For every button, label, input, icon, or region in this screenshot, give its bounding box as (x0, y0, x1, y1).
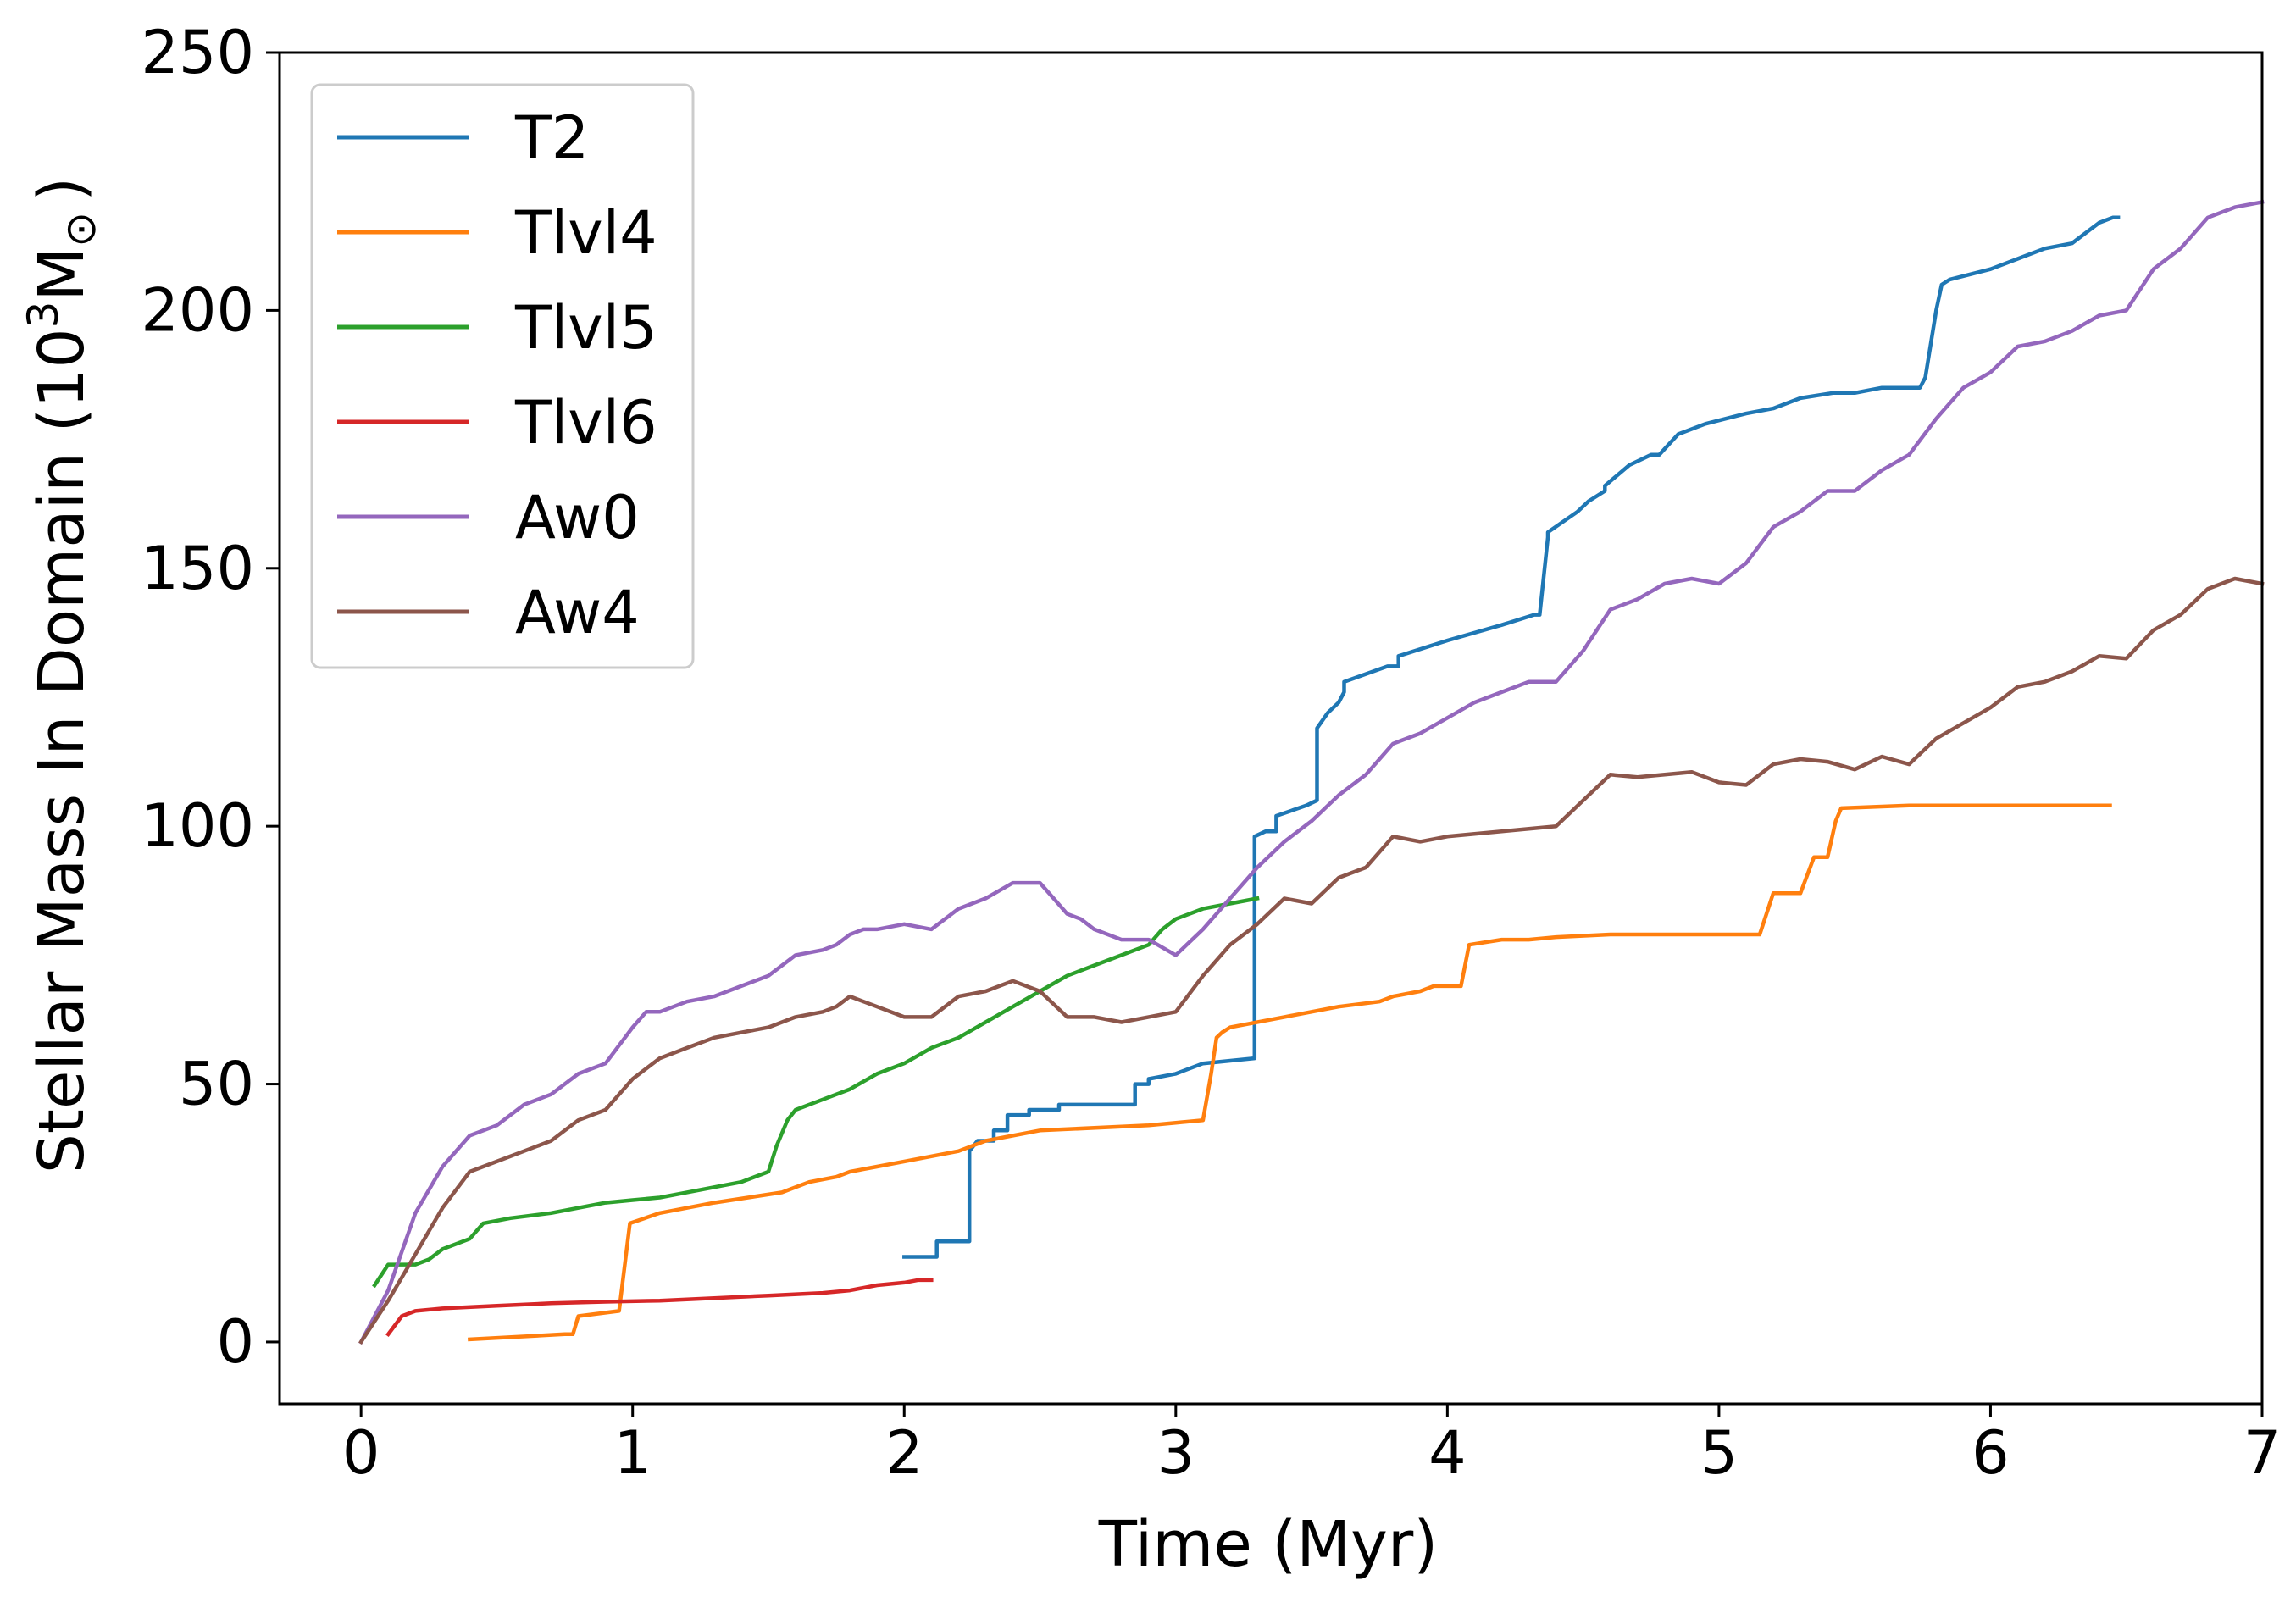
y-axis-title-superscript: 3 (19, 302, 68, 329)
y-tick-label: 200 (141, 275, 254, 345)
series-line-aw4 (358, 576, 2265, 1345)
plot-area (358, 199, 2265, 1345)
x-tick-label: 2 (885, 1418, 923, 1488)
y-axis-title-close: ) (25, 177, 98, 202)
x-tick-label: 5 (1700, 1418, 1739, 1488)
y-tick-label: 100 (141, 791, 254, 861)
legend-label: Tlvl5 (514, 293, 657, 363)
x-axis: 0 1 2 3 4 5 6 7 (342, 1404, 2281, 1488)
legend-item-tlvl6: Tlvl6 (337, 388, 657, 457)
legend-item-aw4: Aw4 (337, 578, 640, 647)
series-line-tlvl6 (385, 1278, 934, 1337)
y-tick-label: 0 (216, 1307, 254, 1377)
y-tick-label: 50 (179, 1050, 254, 1119)
x-tick-label: 6 (1972, 1418, 2010, 1488)
legend-item-tlvl4: Tlvl4 (337, 198, 657, 268)
legend-item-tlvl5: Tlvl5 (337, 293, 657, 363)
x-tick-label: 4 (1428, 1418, 1467, 1488)
legend-label: T2 (514, 103, 589, 173)
legend-label: Aw0 (515, 483, 640, 552)
legend-label: Tlvl6 (514, 388, 657, 457)
legend-label: Tlvl4 (514, 198, 657, 268)
x-tick-label: 0 (342, 1418, 380, 1488)
x-tick-label: 3 (1157, 1418, 1195, 1488)
y-axis-title-subscript: ⊙ (56, 212, 105, 247)
y-axis-title-unit: M (25, 247, 98, 302)
series-line-tlvl5 (372, 896, 1260, 1289)
series-line-t2 (902, 215, 2121, 1259)
y-axis: 0 50 100 150 200 250 (141, 18, 280, 1377)
plot-frame (278, 51, 2264, 1406)
series-line-aw0 (358, 199, 2265, 1345)
y-axis-title-main: Stellar Mass In Domain (10 (25, 328, 98, 1173)
legend-item-t2: T2 (337, 103, 589, 173)
x-axis-title: Time (Myr) (1098, 1508, 1438, 1581)
x-tick-label: 1 (613, 1418, 652, 1488)
legend-item-aw0: Aw0 (337, 483, 640, 552)
y-tick-label: 250 (141, 18, 254, 87)
series-line-tlvl4 (468, 803, 2112, 1342)
y-axis-title: Stellar Mass In Domain (103M⊙) (19, 177, 105, 1173)
y-tick-label: 150 (141, 534, 254, 603)
x-tick-label: 7 (2243, 1418, 2282, 1488)
legend: T2 Tlvl4 Tlvl5 Tlvl6 Aw0 Aw4 (310, 83, 695, 669)
legend-label: Aw4 (515, 578, 640, 647)
